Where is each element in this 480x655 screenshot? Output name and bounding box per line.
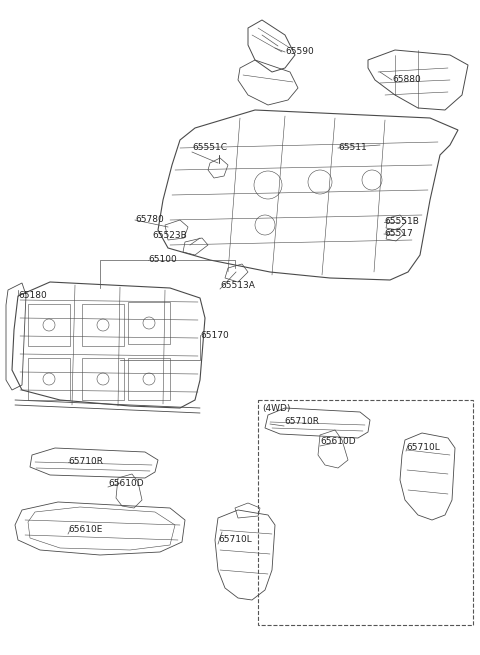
Bar xyxy=(82,304,124,346)
Text: 65517: 65517 xyxy=(384,229,413,238)
Text: 65170: 65170 xyxy=(200,331,229,339)
Bar xyxy=(128,302,170,344)
Text: 65551B: 65551B xyxy=(384,217,419,227)
Text: 65511: 65511 xyxy=(338,143,367,153)
Text: 65100: 65100 xyxy=(148,255,177,265)
Bar xyxy=(28,304,70,346)
Text: 65590: 65590 xyxy=(285,48,314,56)
Text: 65780: 65780 xyxy=(135,215,164,225)
Bar xyxy=(128,358,170,400)
Text: 65610D: 65610D xyxy=(320,438,356,447)
Text: 65710L: 65710L xyxy=(406,443,440,451)
Text: 65551C: 65551C xyxy=(192,143,227,153)
Bar xyxy=(82,358,124,400)
Bar xyxy=(258,400,473,625)
Text: 65610E: 65610E xyxy=(68,525,102,534)
Text: 65513A: 65513A xyxy=(220,280,255,290)
Text: 65880: 65880 xyxy=(392,75,421,84)
Text: (4WD): (4WD) xyxy=(262,403,290,413)
Text: 65710R: 65710R xyxy=(284,417,319,426)
Text: 65710L: 65710L xyxy=(218,536,252,544)
Bar xyxy=(28,358,70,400)
Text: 65610D: 65610D xyxy=(108,479,144,489)
Text: 65523B: 65523B xyxy=(152,231,187,240)
Text: 65180: 65180 xyxy=(18,291,47,301)
Text: 65710R: 65710R xyxy=(68,457,103,466)
